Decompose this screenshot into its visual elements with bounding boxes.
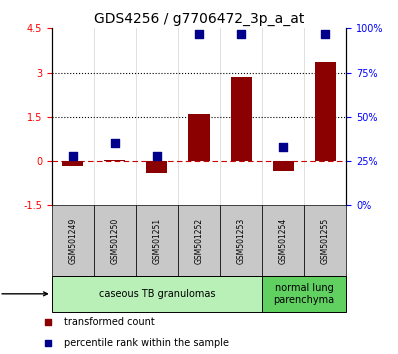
Text: cell type: cell type <box>0 289 47 299</box>
Point <box>45 340 51 346</box>
Point <box>196 31 202 36</box>
Bar <box>52 205 94 276</box>
Text: GSM501249: GSM501249 <box>68 218 77 264</box>
Point <box>238 31 244 36</box>
Text: GSM501251: GSM501251 <box>152 218 162 264</box>
Point <box>70 153 76 159</box>
Point <box>45 319 51 325</box>
Text: percentile rank within the sample: percentile rank within the sample <box>64 337 229 348</box>
Text: GSM501253: GSM501253 <box>236 218 246 264</box>
Bar <box>94 205 136 276</box>
Point <box>280 144 286 150</box>
Point <box>322 31 328 36</box>
Text: GSM501254: GSM501254 <box>279 218 288 264</box>
Bar <box>262 276 346 312</box>
Bar <box>262 205 304 276</box>
Text: caseous TB granulomas: caseous TB granulomas <box>99 289 215 299</box>
Bar <box>230 77 252 161</box>
Text: normal lung
parenchyma: normal lung parenchyma <box>273 283 335 305</box>
Point <box>154 153 160 159</box>
Bar <box>304 205 346 276</box>
Bar <box>104 160 125 161</box>
Point <box>112 141 118 146</box>
Title: GDS4256 / g7706472_3p_a_at: GDS4256 / g7706472_3p_a_at <box>94 12 304 26</box>
Bar <box>136 205 178 276</box>
Bar <box>220 205 262 276</box>
Text: transformed count: transformed count <box>64 317 154 327</box>
Bar <box>146 161 168 173</box>
Text: GSM501255: GSM501255 <box>321 218 330 264</box>
Bar <box>315 62 336 161</box>
Bar <box>178 205 220 276</box>
Text: GSM501250: GSM501250 <box>110 218 119 264</box>
Text: GSM501252: GSM501252 <box>195 218 203 264</box>
Bar <box>52 276 262 312</box>
Bar <box>189 114 209 161</box>
Bar <box>62 161 83 166</box>
Bar <box>273 161 294 171</box>
